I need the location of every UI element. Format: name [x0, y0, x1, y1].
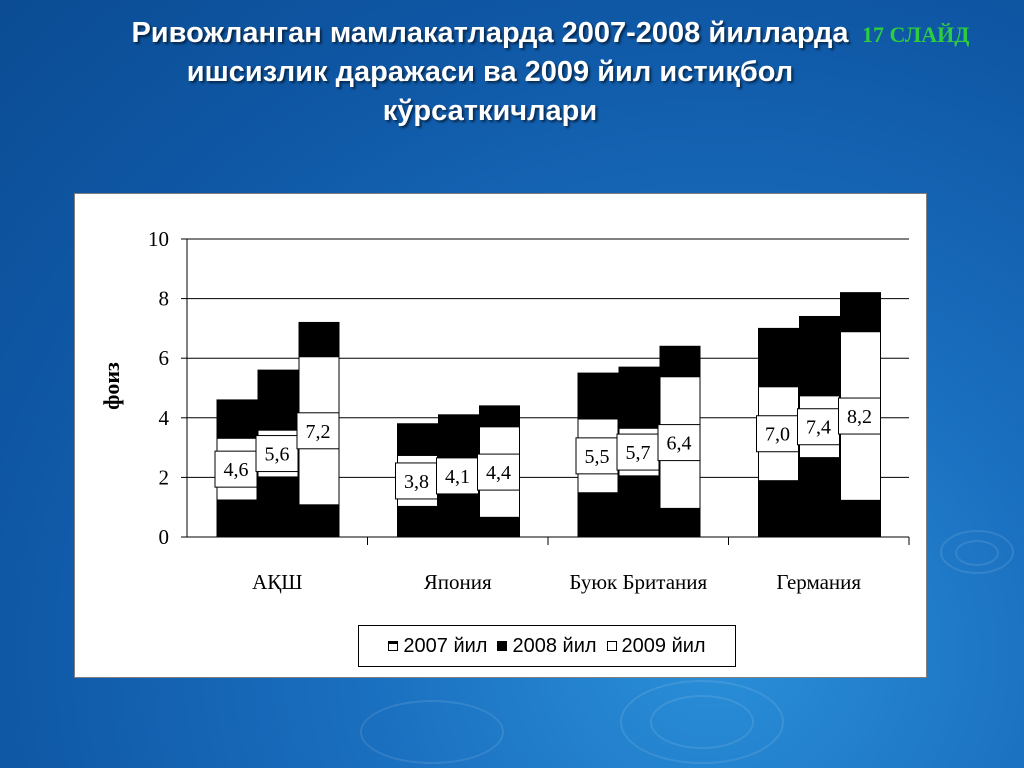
bar-segment-top	[799, 316, 840, 396]
data-label: 7,4	[806, 417, 831, 439]
legend-label: 2009 йил	[621, 634, 706, 657]
data-label-box	[756, 415, 799, 453]
data-label: 3,8	[404, 471, 429, 493]
bar-segment-top	[840, 292, 881, 332]
data-label-box	[255, 435, 299, 473]
data-label-box	[657, 424, 701, 462]
data-label-box	[616, 433, 660, 471]
bar-segment-top	[619, 367, 659, 429]
slide-number: 17 СЛАЙД	[862, 22, 970, 47]
x-tick-label: Япония	[424, 570, 492, 594]
data-label: 5,6	[265, 444, 290, 466]
y-tick-label: 10	[148, 227, 169, 251]
y-tick-label: 4	[159, 406, 170, 430]
ripple-decoration	[940, 530, 1014, 574]
slide-title: Ривожланган мамлакатларда 2007-2008 йилл…	[40, 14, 940, 131]
data-label: 4,1	[445, 466, 470, 488]
data-label: 6,4	[667, 433, 692, 455]
data-label: 5,5	[585, 446, 610, 468]
bar-segment-lower	[258, 476, 298, 537]
ripple-decoration	[360, 700, 504, 764]
legend-swatch-2007	[388, 641, 399, 651]
data-label-box	[214, 450, 258, 488]
bar-segment-lower	[438, 493, 479, 537]
bar-segment-top	[438, 414, 479, 459]
y-axis-label: фоиз	[99, 362, 124, 410]
bar-segment-top	[258, 370, 298, 431]
legend-label: 2007 йил	[403, 634, 488, 657]
bar-segment-lower	[840, 500, 881, 537]
x-tick-label: Германия	[776, 570, 861, 594]
bar-segment-lower	[758, 480, 799, 537]
bar-segment-lower	[578, 492, 618, 537]
data-label-box	[477, 453, 520, 491]
legend-item-2009: 2009 йил	[606, 634, 706, 658]
title-line: кўрсаткичлари	[382, 95, 598, 127]
bar-segment-lower	[479, 517, 520, 537]
bar-segment-top	[397, 423, 438, 456]
bar-segment-top	[758, 328, 799, 387]
data-label-box	[296, 412, 340, 450]
ripple-decoration	[650, 695, 754, 749]
bar-segment-lower	[799, 457, 840, 537]
bar-chart: фоиз 0 2 4 6 8 10 АҚШ 4,6 5,6 7,2 Япония 3,8 4,1 4,4 Б…	[99, 227, 910, 594]
bar-segment-top	[578, 373, 618, 419]
title-line: ишсизлик даражаси ва 2009 йил истиқбол	[186, 56, 794, 88]
x-tick-label: Буюк Британия	[569, 570, 707, 594]
y-tick-label: 0	[159, 525, 170, 549]
data-label: 5,7	[626, 442, 651, 464]
data-label-box	[838, 397, 881, 435]
data-label-box	[395, 462, 438, 500]
bar-segment-lower	[299, 504, 339, 537]
data-label: 8,2	[847, 406, 872, 428]
bar-segment-lower	[217, 499, 257, 537]
title-line: Ривожланган мамлакатларда 2007-2008 йилл…	[131, 17, 849, 49]
data-label-box	[436, 457, 479, 495]
bar-segment-top	[217, 399, 257, 439]
data-label: 7,2	[306, 421, 331, 443]
bar-segment-top	[299, 322, 339, 357]
bar-segment-lower	[397, 506, 438, 537]
x-tick-label: АҚШ	[252, 570, 302, 594]
bar-segment-top	[479, 405, 520, 427]
bar-segment-lower	[619, 475, 659, 537]
chart-panel: фоиз 0 2 4 6 8 10 АҚШ 4,6 5,6 7,2 Япония 3,8 4,1 4,4 Б…	[74, 193, 927, 678]
legend-item-2008: 2008 йил	[497, 634, 597, 658]
bar-segment-top	[660, 346, 700, 377]
y-tick-label: 6	[159, 346, 170, 370]
ripple-decoration	[955, 540, 999, 566]
data-label: 4,6	[224, 459, 249, 481]
legend-item-2007: 2007 йил	[388, 635, 487, 658]
bar-segment-lower	[660, 508, 700, 537]
data-label: 7,0	[765, 424, 790, 446]
chart-legend: 2007 йил 2008 йил 2009 йил	[358, 625, 736, 667]
data-label-box	[575, 437, 619, 475]
data-label-box	[797, 408, 840, 446]
y-tick-label: 8	[159, 287, 170, 311]
legend-swatch-2009	[606, 641, 617, 651]
legend-label: 2008 йил	[512, 634, 597, 657]
ripple-decoration	[620, 680, 784, 764]
data-label: 4,4	[486, 462, 511, 484]
legend-swatch-2008	[497, 641, 508, 651]
y-tick-label: 2	[159, 465, 170, 489]
